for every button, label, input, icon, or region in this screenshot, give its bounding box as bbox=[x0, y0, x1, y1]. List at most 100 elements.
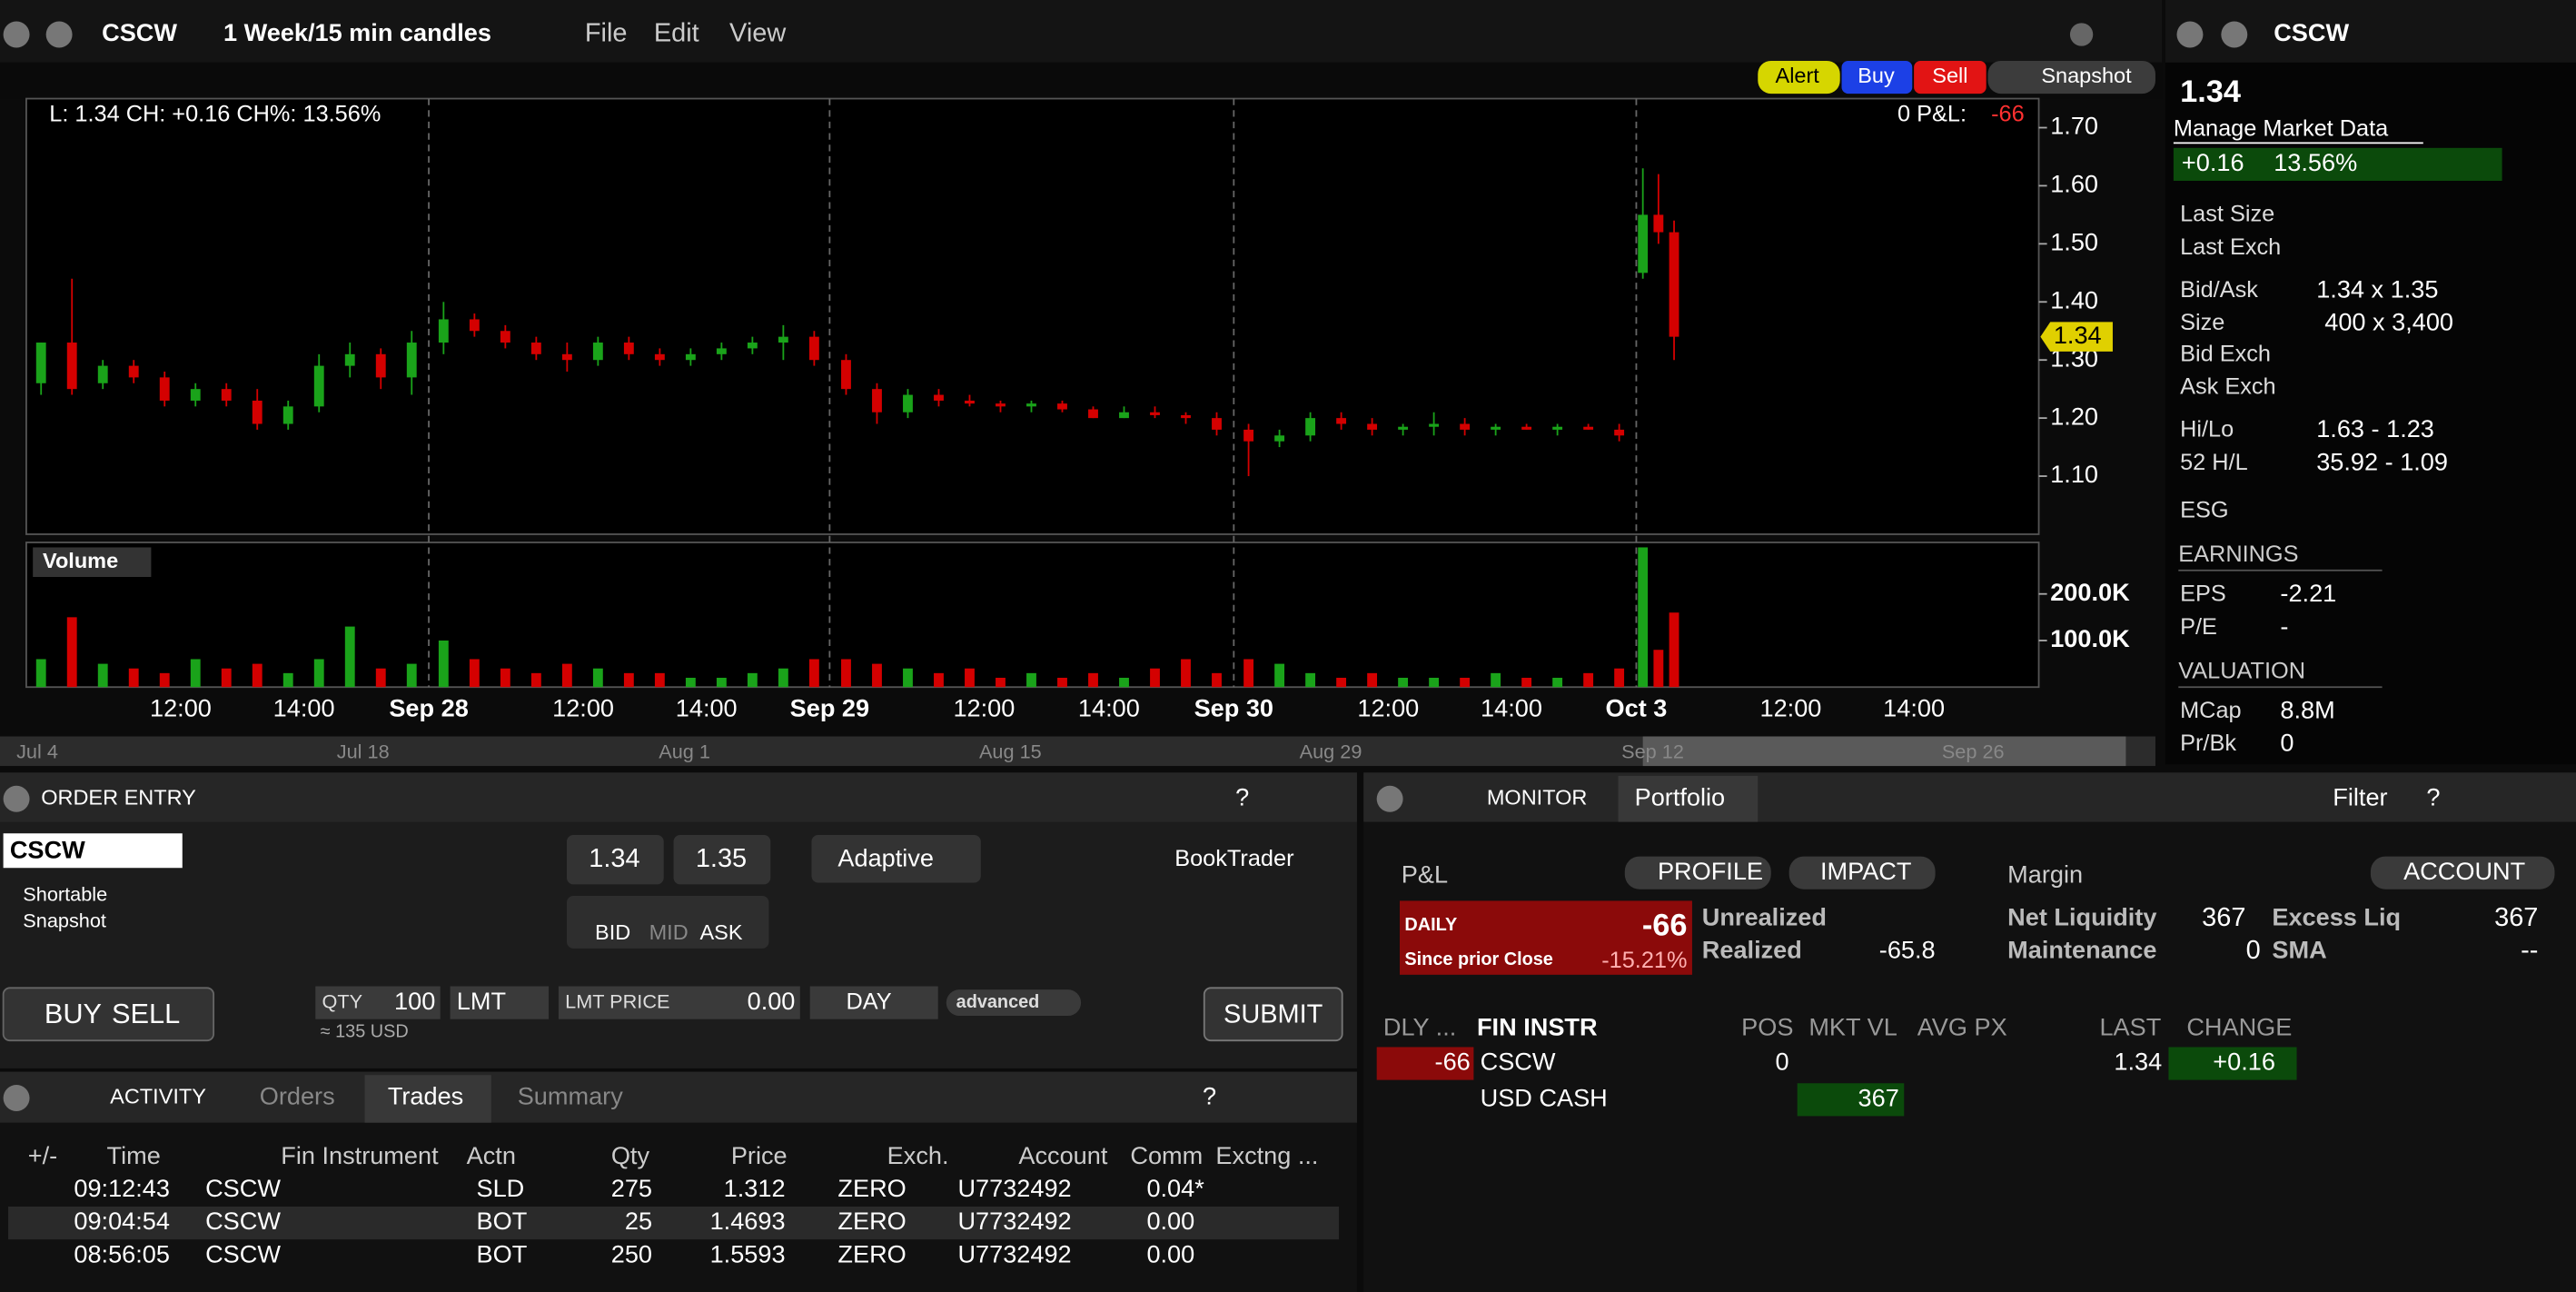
label: PROFILE bbox=[1658, 857, 1763, 885]
label: 1.35 bbox=[696, 844, 747, 873]
add-icon[interactable] bbox=[45, 21, 73, 48]
lmt-box[interactable] bbox=[558, 986, 800, 1019]
volume-bar bbox=[1274, 663, 1285, 688]
label: P/E bbox=[2180, 614, 2217, 640]
volume-plot bbox=[25, 542, 2040, 689]
close-icon[interactable] bbox=[3, 21, 30, 48]
volume-bar bbox=[500, 668, 510, 688]
volume-bar bbox=[1583, 672, 1594, 688]
chart-topbar bbox=[0, 0, 2163, 63]
volume-bar bbox=[1460, 677, 1471, 688]
buy-sell-toggle[interactable] bbox=[2, 987, 215, 1042]
column-header: Actn bbox=[467, 1141, 516, 1169]
candle-body bbox=[1181, 414, 1191, 419]
account-button[interactable] bbox=[2370, 856, 2555, 889]
candle-body bbox=[1638, 214, 1649, 273]
navigator-label: Sep 12 bbox=[1621, 740, 1684, 762]
cell: 0.04* bbox=[1146, 1174, 1204, 1202]
sell-button[interactable] bbox=[1914, 60, 1986, 94]
label: 1.63 - 1.23 bbox=[2316, 414, 2434, 442]
cell: 09:04:54 bbox=[74, 1207, 170, 1235]
label: SMA bbox=[2272, 936, 2326, 964]
candle-body bbox=[1026, 403, 1036, 407]
impact-button[interactable] bbox=[1788, 856, 1936, 889]
volume-bar bbox=[1653, 650, 1664, 688]
bid-button[interactable] bbox=[566, 835, 664, 885]
price-slider[interactable] bbox=[566, 895, 769, 949]
daily-box bbox=[1399, 900, 1692, 975]
active-tab[interactable] bbox=[1618, 775, 1759, 822]
advanced-box[interactable] bbox=[946, 989, 1082, 1017]
label: ? bbox=[1203, 1082, 1216, 1110]
order-entry-header bbox=[0, 772, 1357, 822]
label: ? bbox=[2426, 782, 2440, 810]
label: 367 bbox=[2494, 903, 2538, 932]
candle-body bbox=[1460, 423, 1471, 430]
close-icon[interactable] bbox=[3, 785, 30, 812]
navigator-window[interactable] bbox=[1642, 736, 2126, 767]
label: +0.16 bbox=[2182, 148, 2244, 176]
cell: ZERO bbox=[837, 1239, 906, 1267]
candle-body bbox=[1521, 426, 1532, 430]
volume-bar bbox=[35, 659, 46, 688]
type-box[interactable] bbox=[450, 986, 550, 1019]
candle-body bbox=[221, 389, 232, 401]
volume-bar bbox=[1150, 668, 1160, 688]
label: 400 x 3,400 bbox=[2324, 308, 2453, 336]
buy-button[interactable] bbox=[1841, 60, 1913, 94]
y-tick-label: 1.10 bbox=[2050, 460, 2098, 488]
x-tick-label: 14:00 bbox=[1078, 694, 1140, 722]
profile-button[interactable] bbox=[1624, 856, 1771, 889]
label: Filter bbox=[2333, 782, 2387, 810]
column-header: LAST bbox=[2099, 1013, 2161, 1041]
candle-body bbox=[530, 343, 541, 354]
y-tick-label: 1.20 bbox=[2050, 402, 2098, 430]
label: SELL bbox=[112, 998, 180, 1029]
ask-button[interactable] bbox=[673, 835, 771, 885]
symbol-box[interactable] bbox=[3, 833, 183, 869]
label: Snapshot bbox=[23, 909, 106, 932]
close-icon[interactable] bbox=[2176, 21, 2204, 48]
candle-body bbox=[375, 353, 386, 378]
submit-button[interactable] bbox=[1203, 987, 1343, 1042]
candle-body bbox=[1088, 409, 1098, 419]
cell: U7732492 bbox=[957, 1207, 1071, 1235]
label: ? bbox=[1235, 782, 1249, 810]
qty-box[interactable] bbox=[315, 986, 441, 1019]
toolbar-button: Alert bbox=[1776, 64, 1820, 87]
candle-body bbox=[654, 353, 665, 361]
add-icon[interactable] bbox=[2221, 21, 2248, 48]
selected-row[interactable] bbox=[8, 1206, 1340, 1240]
column-header: FIN INSTR bbox=[1477, 1013, 1598, 1041]
label: -66 bbox=[1642, 908, 1688, 942]
cell: 1.4693 bbox=[710, 1207, 786, 1235]
volume-bar bbox=[1212, 672, 1222, 688]
candle-body bbox=[1552, 426, 1563, 430]
candle-body bbox=[778, 336, 788, 343]
column-header: Exch. bbox=[887, 1141, 949, 1169]
settings-icon[interactable] bbox=[2069, 23, 2094, 46]
x-tick-label: Sep 29 bbox=[790, 694, 869, 722]
x-tick-label: 12:00 bbox=[1760, 694, 1822, 722]
y-tick-label: 1.60 bbox=[2050, 170, 2098, 198]
active-tab[interactable] bbox=[364, 1075, 491, 1123]
volume-bar bbox=[375, 668, 386, 688]
volume-bar bbox=[1026, 672, 1036, 688]
volume-bar bbox=[841, 659, 851, 688]
close-icon[interactable] bbox=[1376, 785, 1403, 812]
label: 1.34 x 1.35 bbox=[2316, 274, 2438, 303]
label: Unrealized bbox=[1702, 902, 1827, 930]
column-header: Account bbox=[1018, 1141, 1107, 1169]
close-icon[interactable] bbox=[3, 1085, 30, 1111]
toolbar-button: Snapshot bbox=[2041, 64, 2132, 87]
alert-button[interactable] bbox=[1758, 60, 1840, 94]
tif-box[interactable] bbox=[809, 986, 938, 1019]
column-header: DLY ... bbox=[1383, 1013, 1456, 1041]
label: 52 H/L bbox=[2180, 450, 2248, 475]
snapshot-button[interactable] bbox=[1987, 60, 2155, 94]
label: LMT PRICE bbox=[565, 989, 669, 1012]
volume-bar bbox=[996, 677, 1006, 688]
algo-select[interactable] bbox=[811, 835, 981, 883]
dly-cell bbox=[1376, 1047, 1474, 1080]
label: CSCW bbox=[10, 835, 85, 863]
